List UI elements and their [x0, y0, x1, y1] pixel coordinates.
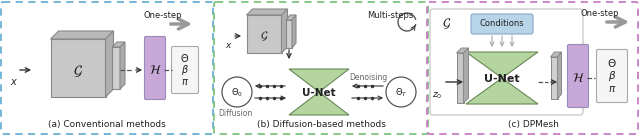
Text: One-step: One-step — [144, 12, 182, 21]
Polygon shape — [557, 52, 561, 99]
FancyBboxPatch shape — [172, 47, 198, 94]
Text: Diffusion: Diffusion — [218, 109, 252, 118]
Text: $\beta$: $\beta$ — [608, 69, 616, 83]
FancyBboxPatch shape — [145, 36, 166, 100]
Circle shape — [386, 77, 416, 107]
Text: $\mathcal{H}$: $\mathcal{H}$ — [572, 72, 584, 84]
Text: $x$: $x$ — [10, 77, 18, 87]
Text: One-step: One-step — [580, 10, 620, 18]
Text: $\mathcal{H}$: $\mathcal{H}$ — [148, 64, 161, 76]
Polygon shape — [120, 42, 125, 89]
FancyBboxPatch shape — [430, 9, 583, 115]
Circle shape — [222, 77, 252, 107]
Text: $\Theta$: $\Theta$ — [607, 57, 617, 69]
Text: (b) Diffusion-based methods: (b) Diffusion-based methods — [257, 120, 385, 129]
Polygon shape — [550, 57, 557, 99]
FancyBboxPatch shape — [568, 44, 589, 107]
Text: $\Theta$: $\Theta$ — [180, 52, 189, 64]
Text: $x$: $x$ — [225, 41, 233, 50]
FancyBboxPatch shape — [596, 50, 627, 103]
Polygon shape — [112, 47, 120, 89]
Text: Multi-steps: Multi-steps — [367, 12, 413, 21]
Text: $\mathcal{G}$: $\mathcal{G}$ — [442, 17, 452, 31]
Text: $\mathcal{G}$: $\mathcal{G}$ — [260, 29, 268, 43]
Polygon shape — [463, 48, 468, 103]
Text: $z_0$: $z_0$ — [432, 91, 442, 101]
Polygon shape — [246, 9, 287, 15]
Text: $\Theta_T$: $\Theta_T$ — [395, 87, 407, 99]
Polygon shape — [112, 42, 125, 47]
Text: $\Theta_0$: $\Theta_0$ — [231, 87, 243, 99]
Text: $\pi$: $\pi$ — [608, 84, 616, 94]
Polygon shape — [466, 52, 538, 104]
Text: Conditions: Conditions — [480, 19, 524, 29]
Polygon shape — [246, 15, 282, 53]
Polygon shape — [550, 52, 561, 57]
Polygon shape — [51, 39, 106, 97]
Polygon shape — [292, 15, 296, 48]
Text: (c) DPMesh: (c) DPMesh — [508, 120, 559, 129]
Text: $\beta$: $\beta$ — [181, 63, 189, 77]
Text: (a) Conventional methods: (a) Conventional methods — [48, 120, 166, 129]
Polygon shape — [286, 15, 296, 20]
Text: $\pi$: $\pi$ — [181, 77, 189, 87]
Text: Denoising: Denoising — [349, 72, 387, 81]
FancyBboxPatch shape — [471, 14, 533, 34]
Text: U-Net: U-Net — [484, 74, 520, 84]
Polygon shape — [282, 9, 287, 53]
Polygon shape — [51, 31, 113, 39]
Text: U-Net: U-Net — [302, 88, 336, 98]
Polygon shape — [286, 20, 292, 48]
Polygon shape — [456, 48, 468, 53]
Text: $\mathcal{G}$: $\mathcal{G}$ — [73, 63, 83, 79]
Polygon shape — [456, 53, 463, 103]
Polygon shape — [289, 69, 349, 115]
Polygon shape — [106, 31, 113, 97]
